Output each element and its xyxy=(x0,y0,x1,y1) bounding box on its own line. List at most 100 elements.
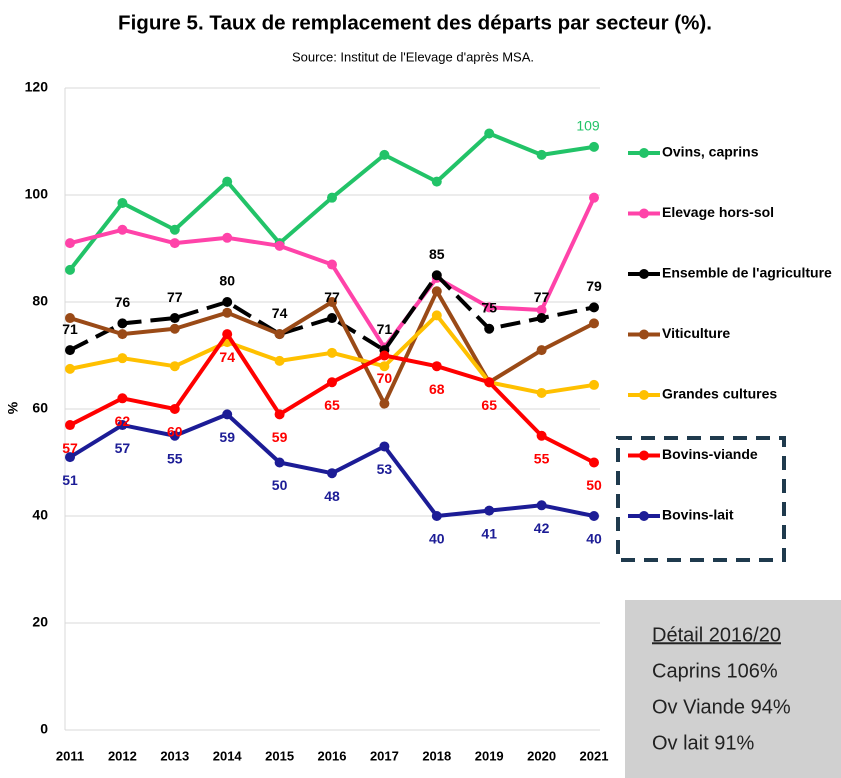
data-point xyxy=(431,270,442,281)
data-point xyxy=(117,353,128,364)
legend-marker xyxy=(639,390,649,400)
data-label: 74 xyxy=(272,305,288,321)
data-point xyxy=(222,297,233,307)
chart-subtitle: Source: Institut de l'Elevage d'après MS… xyxy=(292,49,534,64)
legend-marker xyxy=(639,450,649,461)
data-point xyxy=(222,232,233,243)
data-label: 55 xyxy=(167,450,183,466)
legend-label: Viticulture xyxy=(662,325,730,341)
data-point xyxy=(117,224,128,235)
data-label: 65 xyxy=(324,397,340,413)
data-point xyxy=(274,409,285,420)
data-label: 60 xyxy=(167,424,183,440)
data-point xyxy=(379,350,390,361)
data-point xyxy=(65,345,75,356)
data-label: 59 xyxy=(219,429,235,445)
data-point xyxy=(222,329,233,340)
data-label: 109 xyxy=(576,118,600,134)
data-point xyxy=(169,224,180,235)
data-label: 74 xyxy=(219,349,235,365)
data-point xyxy=(589,192,599,203)
data-point xyxy=(65,313,75,324)
data-point xyxy=(169,238,180,249)
data-point xyxy=(222,176,233,187)
data-point xyxy=(536,345,547,356)
legend-label: Grandes cultures xyxy=(662,386,777,402)
data-point xyxy=(117,393,128,404)
data-point xyxy=(117,318,128,329)
x-tick-label: 2020 xyxy=(527,748,556,763)
data-point xyxy=(431,176,442,187)
data-point xyxy=(169,361,180,372)
legend-marker xyxy=(639,511,649,521)
legend-label: Bovins-lait xyxy=(662,507,734,523)
data-label: 70 xyxy=(377,370,393,386)
data-label: 50 xyxy=(272,477,288,493)
data-point xyxy=(484,323,495,334)
highlight-box xyxy=(616,436,786,562)
data-label: 59 xyxy=(272,429,288,445)
x-tick-label: 2014 xyxy=(213,748,243,763)
data-label: 50 xyxy=(586,477,602,493)
data-point xyxy=(327,468,337,479)
data-label: 85 xyxy=(429,246,445,262)
data-point xyxy=(117,198,128,209)
data-label: 62 xyxy=(115,413,131,429)
y-tick-label: 80 xyxy=(32,293,48,309)
legend-marker xyxy=(639,329,649,340)
y-tick-label: 60 xyxy=(32,400,48,416)
data-point xyxy=(589,318,599,329)
data-point xyxy=(327,297,337,307)
data-point xyxy=(536,149,547,160)
data-label: 55 xyxy=(534,450,550,466)
data-label: 40 xyxy=(586,531,602,547)
data-label: 57 xyxy=(115,440,131,456)
data-point xyxy=(431,310,442,321)
x-tick-label: 2012 xyxy=(108,748,137,763)
data-point xyxy=(327,192,337,203)
data-label: 51 xyxy=(62,472,78,488)
data-point xyxy=(117,420,128,431)
data-label: 48 xyxy=(324,488,340,504)
data-label: 57 xyxy=(62,440,78,456)
data-point xyxy=(65,264,75,275)
data-point xyxy=(536,313,547,324)
y-tick-label: 40 xyxy=(32,507,48,523)
data-label: 41 xyxy=(481,525,497,541)
data-label: 77 xyxy=(324,289,340,305)
data-point xyxy=(589,457,599,468)
data-point xyxy=(484,128,495,139)
data-label: 53 xyxy=(377,461,393,477)
x-tick-label: 2021 xyxy=(580,748,609,763)
x-tick-label: 2013 xyxy=(160,748,189,763)
data-point xyxy=(589,511,599,521)
data-point xyxy=(484,377,495,388)
data-point xyxy=(274,240,285,251)
data-point xyxy=(484,302,495,313)
data-point xyxy=(169,313,180,324)
data-point xyxy=(431,286,442,297)
data-point xyxy=(431,361,442,372)
data-label: 76 xyxy=(115,294,131,310)
data-point xyxy=(536,387,547,398)
note-text: Ov lait 91% xyxy=(652,732,754,754)
note-text: Ov Viande 94% xyxy=(652,696,791,718)
legend-label: Elevage hors-sol xyxy=(662,204,774,220)
data-point xyxy=(169,404,180,414)
x-tick-label: 2019 xyxy=(475,748,504,763)
chart-title: Figure 5. Taux de remplacement des dépar… xyxy=(118,12,712,34)
data-point xyxy=(274,355,285,366)
series-line xyxy=(69,273,595,353)
data-point xyxy=(536,305,547,316)
legend-marker xyxy=(639,148,649,158)
data-point xyxy=(379,441,390,452)
data-label: 71 xyxy=(377,321,393,337)
data-label: 65 xyxy=(481,397,497,413)
x-tick-label: 2011 xyxy=(56,748,84,763)
data-point xyxy=(327,347,337,358)
y-tick-label: 0 xyxy=(40,721,48,737)
data-label: 40 xyxy=(429,531,445,547)
data-label: 68 xyxy=(429,381,445,397)
data-point xyxy=(379,398,390,409)
data-point xyxy=(274,457,285,468)
